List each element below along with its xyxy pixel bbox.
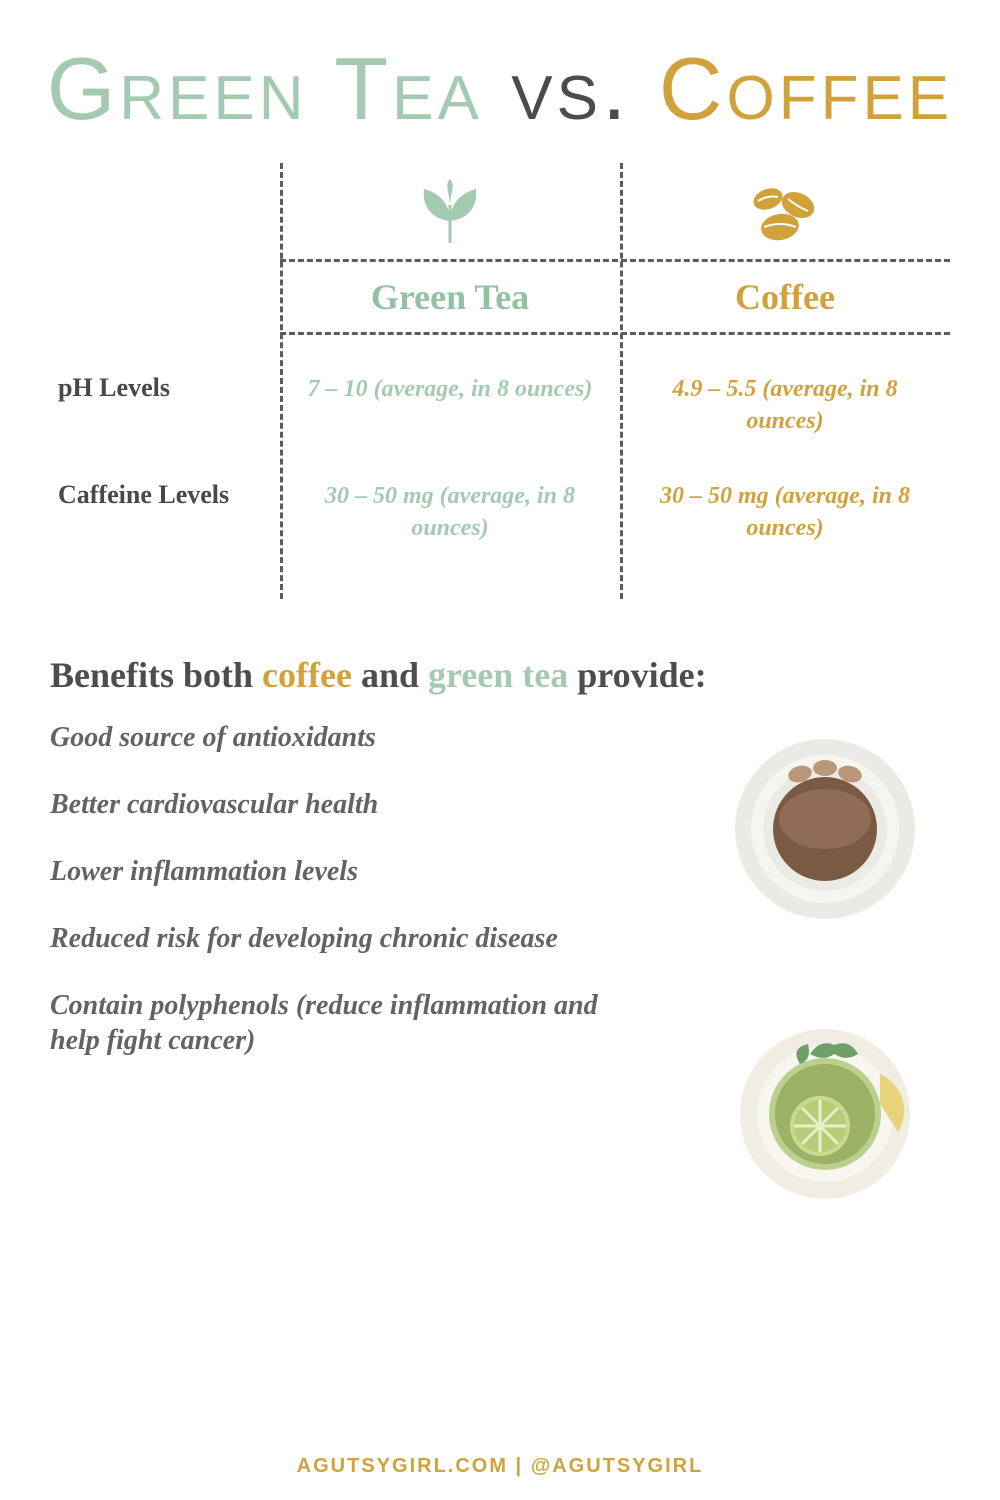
benefits-section: Benefits both coffee and green tea provi… [50,654,950,1058]
title-part-vs: vs. [483,39,659,138]
benefits-heading: Benefits both coffee and green tea provi… [50,654,950,696]
page-title: Green Tea vs. Coffee [0,0,1000,133]
green-tea-cup-illustration [730,1014,920,1209]
row-label-ph: pH Levels [58,373,170,402]
benefit-item: Contain polyphenols (reduce inflammation… [50,988,650,1058]
benefit-item: Lower inflammation levels [50,854,650,889]
footer-credit: AGUTSYGIRL.COM | @AGUTSYGIRL [0,1455,1000,1478]
value-caffeine-coffee: 30 – 50 mg (average, in 8 ounces) [660,483,910,541]
benefit-list: Good source of antioxidants Better cardi… [50,720,650,1058]
value-caffeine-tea: 30 – 50 mg (average, in 8 ounces) [325,483,575,541]
value-ph-coffee: 4.9 – 5.5 (average, in 8 ounces) [672,376,897,434]
column-header-tea: Green Tea [371,277,529,317]
coffee-beans-icon [620,163,950,259]
table-row: Caffeine Levels 30 – 50 mg (average, in … [50,452,950,599]
tea-leaf-icon [280,163,620,259]
row-label-caffeine: Caffeine Levels [58,480,229,509]
coffee-cup-illustration [730,734,920,929]
benefit-item: Reduced risk for developing chronic dise… [50,921,650,956]
value-ph-tea: 7 – 10 (average, in 8 ounces) [308,376,593,402]
comparison-table: Green Tea Coffee pH Levels 7 – 10 (avera… [50,163,950,599]
column-header-coffee: Coffee [735,277,835,317]
title-part-coffee: Coffee [659,39,953,138]
benefit-item: Better cardiovascular health [50,787,650,822]
benefit-item: Good source of antioxidants [50,720,650,755]
table-row: pH Levels 7 – 10 (average, in 8 ounces) … [50,335,950,452]
title-part-greentea: Green Tea [47,39,483,138]
